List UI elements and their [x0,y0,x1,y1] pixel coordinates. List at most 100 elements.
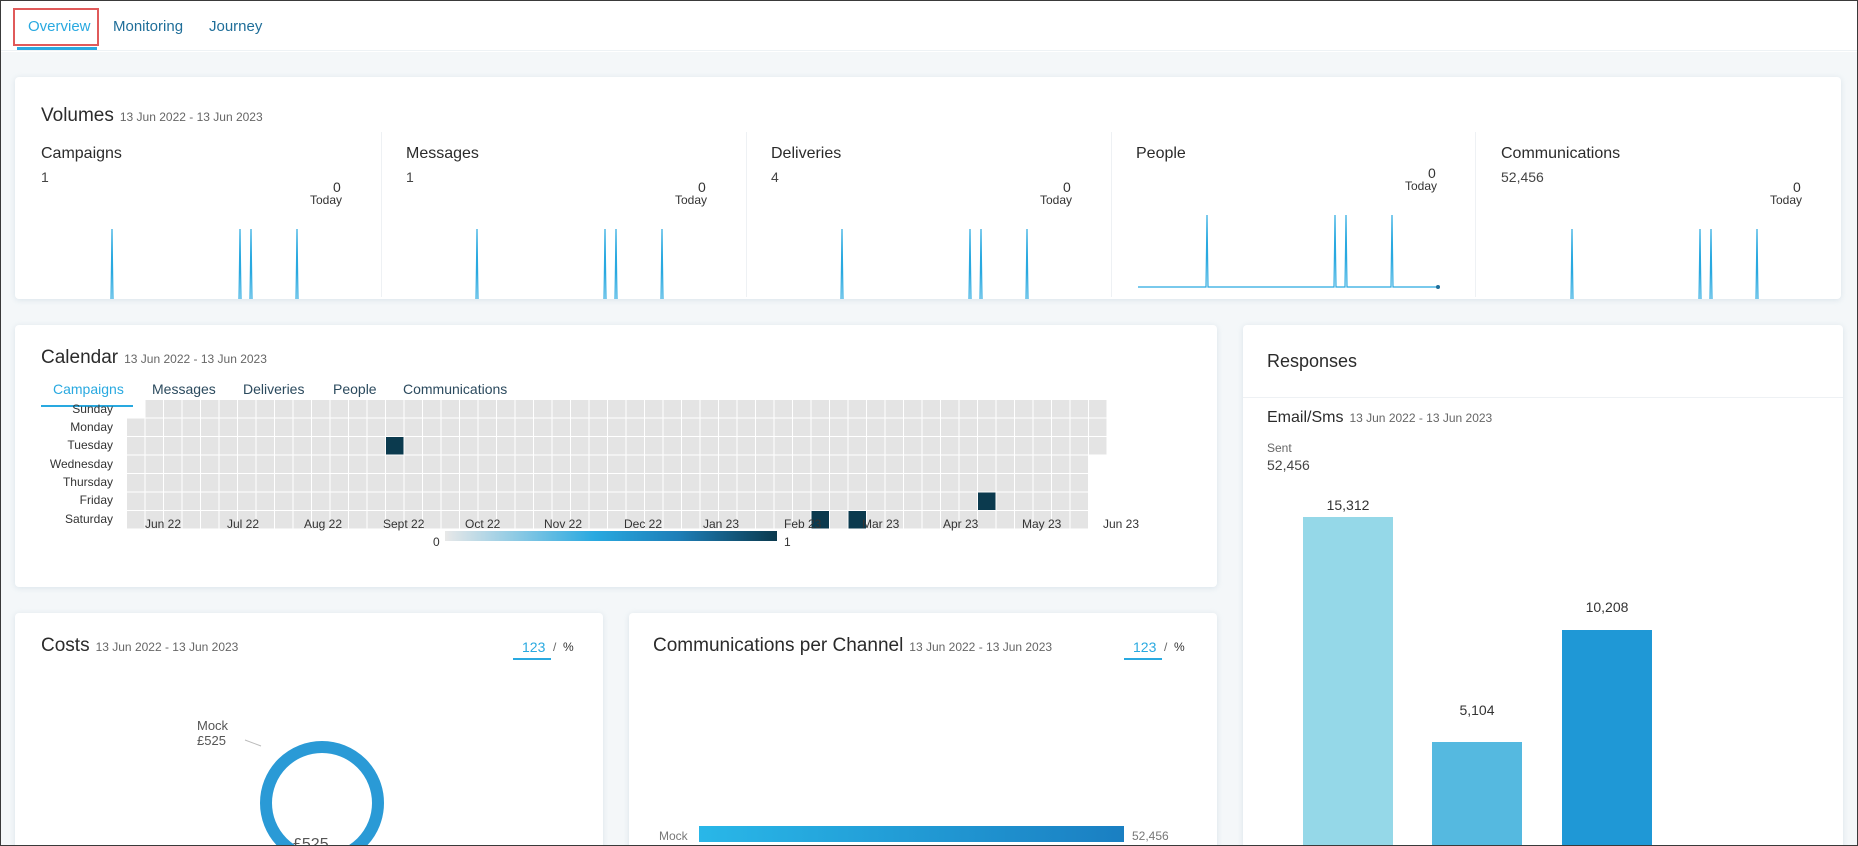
calendar-cell [515,455,533,473]
calendar-cell [1052,418,1070,436]
calendar-cell [1070,455,1088,473]
calendar-cell [1089,418,1107,436]
calendar-cell [441,492,459,510]
calendar-cell [885,492,903,510]
calendar-cell [996,455,1014,473]
today-label: Today [1040,193,1073,207]
calendar-cell [349,437,367,455]
calendar-cell [793,511,811,529]
toggle-absolute[interactable]: 123 [1133,639,1157,655]
calendar-cell [719,418,737,436]
donut-center-value: £525 [293,836,329,846]
volume-value: 52,456 [1501,169,1544,185]
calendar-cell [386,474,404,492]
volume-deliveries: Deliveries 4 0 Today [771,145,1091,299]
calendar-cell [737,511,755,529]
calendar-cell [700,455,718,473]
calendar-cell [423,400,441,418]
tab-monitoring[interactable]: Monitoring [113,18,184,35]
calendar-cell [164,511,182,529]
calendar-cell [756,511,774,529]
calendar-tab-campaigns[interactable]: Campaigns [53,381,124,397]
calendar-cell [978,418,996,436]
calendar-cell [478,437,496,455]
toggle-underline [513,658,551,660]
calendar-cell [1052,400,1070,418]
toggle-absolute[interactable]: 123 [522,639,546,655]
calendar-cell [423,492,441,510]
calendar-cell [182,474,200,492]
today-label: Today [1405,179,1438,193]
tab-journey[interactable]: Journey [209,18,263,35]
calendar-cell [460,437,478,455]
responses-subtitle: Email/Sms 13 Jun 2022 - 13 Jun 2023 [1267,409,1493,426]
calendar-cell [608,511,626,529]
calendar-cell [201,437,219,455]
legend-min: 0 [433,535,440,549]
calendar-cell [793,418,811,436]
calendar-cell [645,511,663,529]
calendar-cell [941,400,959,418]
volume-label: Communications [1501,145,1621,162]
calendar-cell [941,474,959,492]
calendar-cell [756,400,774,418]
calendar-cell [922,511,940,529]
calendar-cell [978,400,996,418]
legend-max: 1 [784,535,791,549]
calendar-cell [293,511,311,529]
toggle-percent[interactable]: % [1174,640,1185,654]
calendar-cell [608,492,626,510]
calendar-cell [330,455,348,473]
calendar-cell [996,418,1014,436]
toggle-percent[interactable]: % [563,640,574,654]
calendar-tab-communications[interactable]: Communications [403,381,508,397]
calendar-cell [719,400,737,418]
calendar-cell [497,492,515,510]
calendar-cell [978,511,996,529]
calendar-cell [589,400,607,418]
calendar-cell [663,511,681,529]
volume-label: Messages [406,145,479,162]
calendar-cell [1033,511,1051,529]
calendar-tab-deliveries[interactable]: Deliveries [243,381,305,397]
calendar-cell [645,492,663,510]
calendar-cell [127,437,145,455]
calendar-cell [904,400,922,418]
calendar-range: 13 Jun 2022 - 13 Jun 2023 [124,352,267,366]
calendar-cell [848,400,866,418]
calendar-cell [256,455,274,473]
calendar-cell [904,437,922,455]
calendar-cell [793,455,811,473]
calendar-cell [682,511,700,529]
calendar-cell [571,437,589,455]
sparkline-campaigns [110,228,299,299]
month-label: Mar 23 [862,517,900,531]
calendar-cell [904,492,922,510]
calendar-cell [386,400,404,418]
calendar-cell [867,437,885,455]
calendar-cell [552,455,570,473]
calendar-cell [423,437,441,455]
calendar-cell [885,418,903,436]
volumes-title: Volumes 13 Jun 2022 - 13 Jun 2023 [41,105,263,126]
calendar-tab-messages[interactable]: Messages [152,381,216,397]
calendar-cell [756,474,774,492]
calendar-cell [182,492,200,510]
calendar-tab-people[interactable]: People [333,381,377,397]
day-label: Tuesday [67,438,113,452]
calendar-cell [867,492,885,510]
calendar-cell [1015,400,1033,418]
calendar-cell [848,511,866,529]
calendar-cell [663,400,681,418]
calendar-cell [478,492,496,510]
calendar-cell [534,437,552,455]
calendar-tab-underline [41,405,133,407]
calendar-cell [145,418,163,436]
calendar-cell [1015,474,1033,492]
month-label: Jun 23 [1103,517,1140,531]
sparkline-messages [475,228,664,299]
volume-label: People [1136,145,1186,162]
volume-value: 1 [41,169,49,185]
tab-overview[interactable]: Overview [28,18,91,35]
responses-card: Responses Email/Sms 13 Jun 2022 - 13 Jun … [1243,325,1843,845]
